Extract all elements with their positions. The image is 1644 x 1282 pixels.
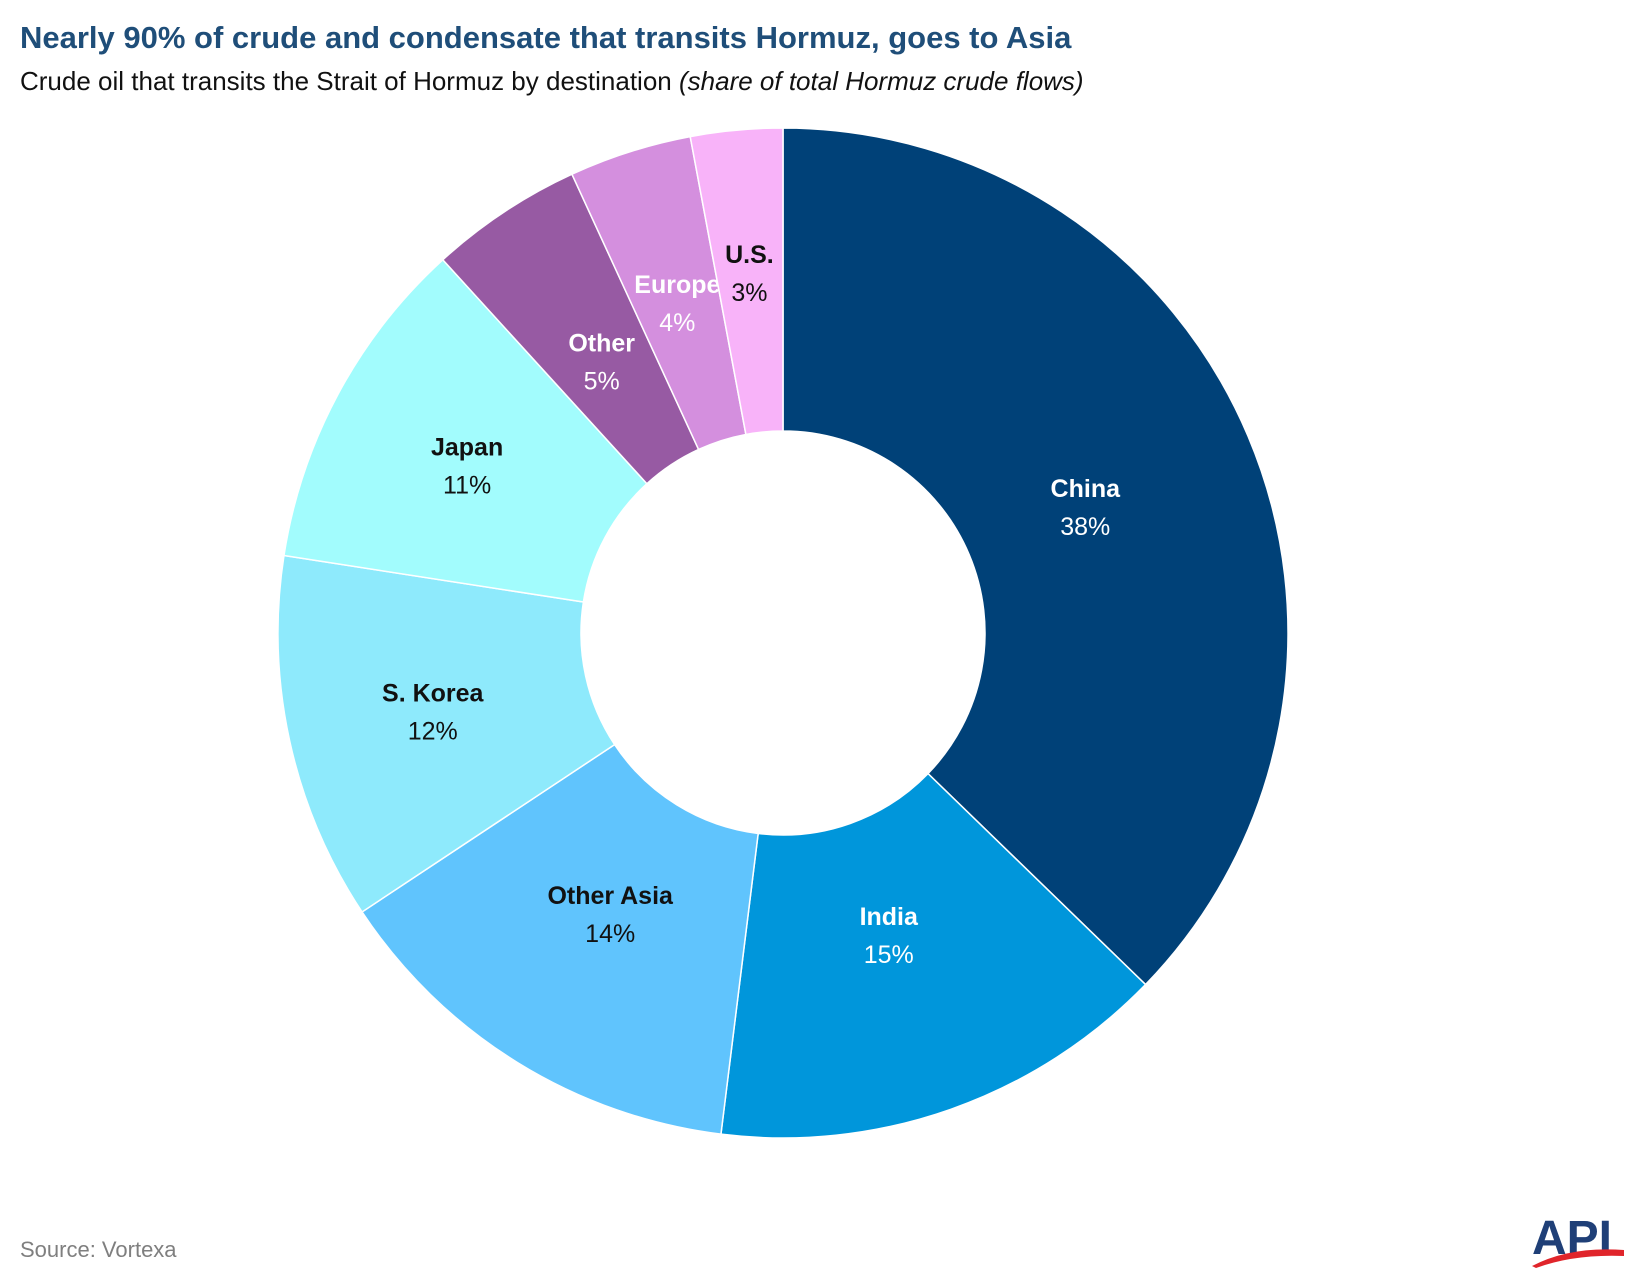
slice-category-label: U.S. [725, 241, 774, 269]
slice-other-asia [360, 743, 760, 1136]
chart-title: Nearly 90% of crude and condensate that … [20, 20, 1072, 55]
slice-category-label: India [860, 903, 919, 931]
slice-value-label: 38% [1060, 513, 1110, 541]
slice-category-label: Europe [634, 271, 720, 299]
slice-value-label: 15% [864, 941, 914, 969]
chart-subtitle: Crude oil that transits the Strait of Ho… [20, 66, 1084, 97]
slice-value-label: 3% [731, 279, 767, 307]
subtitle-note: (share of total Hormuz crude flows) [679, 66, 1084, 96]
subtitle-text: Crude oil that transits the Strait of Ho… [20, 66, 672, 96]
slice-category-label: Other Asia [547, 882, 674, 910]
slice-category-label: S. Korea [382, 680, 485, 708]
api-logo-swoosh [1532, 1249, 1624, 1268]
slice-u-s [689, 127, 784, 436]
slice-china [782, 127, 1289, 986]
slice-japan [283, 258, 648, 603]
slice-value-label: 5% [584, 367, 620, 395]
slice-label-group: Other 5% [568, 329, 635, 395]
slice-label-group: U.S. 3% [725, 241, 774, 307]
slice-label-group: Other Asia 14% [547, 882, 674, 948]
slice-value-label: 4% [659, 309, 695, 337]
slice-label-group: Europe 4% [634, 271, 720, 337]
slice-value-label: 11% [443, 471, 491, 499]
source-note: Source: Vortexa [20, 1237, 177, 1262]
slice-category-label: Other [568, 329, 635, 357]
slice-category-label: Japan [431, 433, 503, 461]
slice-label-group: S. Korea 12% [382, 680, 485, 746]
slice-value-label: 14% [585, 920, 635, 948]
slice-value-label: 12% [408, 718, 458, 746]
slice-label-group: India 15% [860, 903, 919, 969]
slice-label-group: China 38% [1051, 475, 1122, 541]
slice-label-group: Japan 11% [431, 433, 503, 499]
api-logo: API [1532, 1212, 1624, 1268]
slice-category-label: China [1051, 475, 1122, 503]
slice-s-korea [277, 554, 616, 913]
slice-india [720, 772, 1147, 1139]
